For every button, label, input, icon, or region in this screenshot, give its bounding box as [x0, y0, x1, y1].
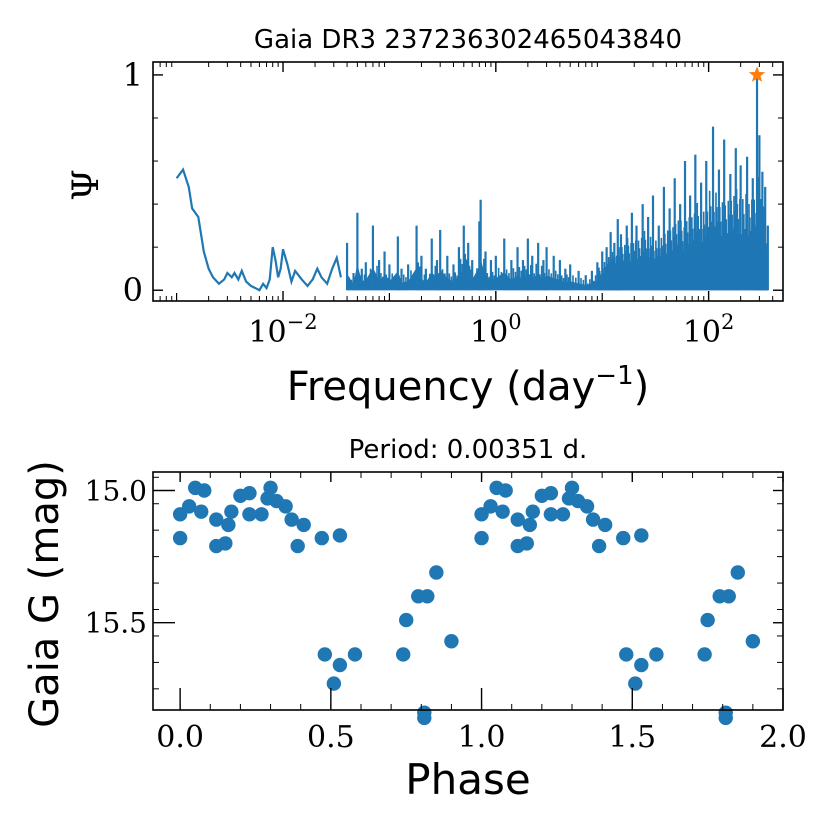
data-point-28-0 [395, 647, 411, 662]
data-point-33-1 [721, 589, 736, 604]
data-point-19-1 [585, 512, 601, 527]
lightcurve-ylabel: Gaia G (mag) [22, 460, 68, 728]
data-point-29-0 [399, 612, 414, 628]
data-point-21-0 [296, 517, 311, 533]
lightcurve-panel: Period: 0.00351 d. 0.0 0.5 1.0 1.5 2.0 15.0 15… [22, 435, 807, 804]
lightcurve-xlabel: Phase [405, 755, 530, 804]
data-point-32-0 [417, 705, 432, 720]
data-point-9-0 [221, 517, 236, 533]
data-point-35-0 [444, 634, 459, 649]
data-point-1-0 [172, 530, 188, 546]
periodogram-xlabel-close: ) [634, 364, 650, 410]
data-point-27-1 [649, 647, 664, 662]
data-point-10-1 [525, 504, 541, 519]
data-point-22-0 [314, 530, 330, 546]
x-tick-label: 0.0 [156, 720, 204, 755]
peak-marker [748, 66, 766, 82]
low-frequency-curve [175, 167, 342, 292]
data-point-23-1 [619, 647, 634, 662]
x-tick-base: 10 [248, 315, 286, 350]
data-point-7-0 [209, 512, 224, 527]
x-tick-label: 1.0 [458, 720, 506, 755]
data-point-9-1 [522, 517, 537, 533]
data-point-13-1 [543, 507, 559, 522]
data-point-16-0 [263, 480, 278, 496]
data-point-14-1 [555, 507, 571, 522]
x-tick-label: 102 [683, 310, 735, 350]
y-tick-label: 15.5 [85, 607, 147, 640]
lightcurve-ticks: 0.0 0.5 1.0 1.5 2.0 15.0 15.5 [85, 472, 807, 755]
data-point-2-1 [483, 499, 498, 514]
periodogram-xlabel-exp: −1 [595, 361, 633, 391]
lightcurve-points [172, 480, 761, 726]
data-point-24-0 [326, 676, 342, 691]
x-tick-base: 10 [683, 315, 721, 350]
data-point-33-0 [420, 589, 435, 604]
data-point-13-0 [242, 507, 257, 522]
peak-star-icon [748, 66, 766, 82]
data-point-23-0 [317, 647, 333, 662]
data-point-20-1 [591, 538, 607, 554]
data-point-32-1 [718, 705, 733, 720]
data-point-7-1 [510, 512, 525, 527]
data-point-18-1 [579, 499, 595, 514]
x-tick-base: 10 [470, 315, 508, 350]
x-tick-label: 10−2 [248, 310, 317, 350]
data-point-22-1 [616, 530, 631, 546]
periodogram-axes-frame [152, 61, 784, 302]
x-tick-exp: 2 [721, 310, 734, 334]
data-point-16-1 [564, 480, 580, 496]
x-tick-label: 100 [470, 310, 522, 350]
lightcurve-axes-frame [152, 471, 784, 711]
x-tick-exp: 0 [508, 310, 521, 334]
data-point-1-1 [474, 530, 489, 546]
data-point-4-0 [194, 504, 209, 519]
y-tick-label: 0 [123, 271, 143, 309]
data-point-25-1 [634, 528, 649, 543]
data-point-5-0 [197, 483, 212, 498]
data-point-20-0 [290, 538, 305, 554]
x-tick-label: 0.5 [307, 720, 355, 755]
data-point-2-0 [181, 499, 197, 514]
data-point-8-1 [519, 536, 534, 551]
data-point-34-0 [429, 565, 444, 580]
data-point-8-0 [218, 536, 233, 551]
data-point-19-0 [284, 512, 299, 527]
x-tick-exp: −2 [287, 310, 318, 334]
data-point-5-1 [498, 483, 513, 498]
x-tick-label: 2.0 [759, 720, 807, 755]
data-point-21-1 [597, 517, 613, 533]
y-tick-label: 1 [123, 56, 143, 94]
data-point-10-0 [224, 504, 239, 519]
data-point-18-0 [278, 499, 293, 514]
data-point-24-1 [628, 676, 643, 691]
lightcurve-title: Period: 0.00351 d. [349, 435, 588, 465]
data-point-12-1 [543, 485, 559, 501]
data-point-14-0 [254, 507, 269, 522]
periodogram-xlabel: Frequency (day−1) [287, 361, 649, 410]
periodogram-ylabel: Ψ [66, 169, 107, 201]
periodogram-panel: Gaia DR3 237236302465043840 10−2 100 10201… [66, 25, 784, 410]
periodogram-xlabel-main: Frequency (day [287, 364, 596, 410]
data-point-4-1 [495, 504, 510, 519]
data-point-28-1 [697, 647, 712, 662]
data-point-12-0 [242, 485, 257, 501]
data-point-29-1 [700, 612, 715, 628]
data-point-26-1 [634, 657, 649, 673]
periodogram-title: Gaia DR3 237236302465043840 [254, 25, 682, 55]
data-point-34-1 [730, 565, 745, 580]
y-tick-label: 15.0 [85, 475, 147, 508]
periodogram-series [175, 74, 769, 292]
data-point-35-1 [745, 634, 761, 649]
data-point-27-0 [347, 647, 363, 662]
data-point-26-0 [332, 657, 348, 673]
data-point-25-0 [332, 528, 348, 543]
x-tick-label: 1.5 [608, 720, 656, 755]
